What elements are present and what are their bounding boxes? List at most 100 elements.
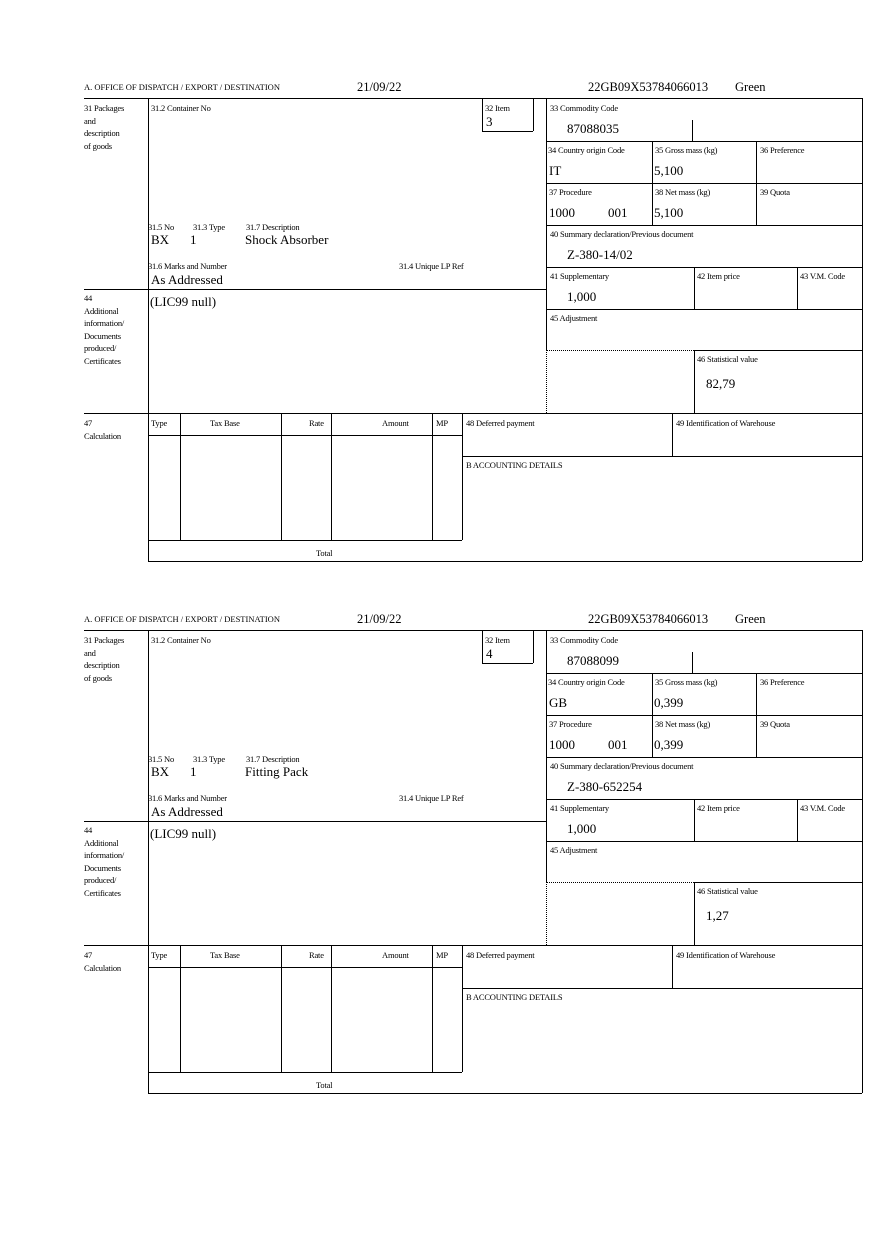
- rule-line: [84, 630, 862, 631]
- gross-mass-value: 0,399: [654, 695, 684, 710]
- rule-line: [281, 413, 282, 540]
- marks-value: As Addressed: [151, 272, 223, 287]
- rule-line: [694, 350, 862, 351]
- additional-info-label: Documents: [84, 862, 121, 873]
- rule-line: [281, 945, 282, 1072]
- declaration-reference: 22GB09X53784066013: [588, 80, 709, 94]
- declaration-reference: 22GB09X53784066013: [588, 612, 709, 626]
- preference-label: 36 Preference: [760, 677, 805, 687]
- procedure-additional-value: 001: [608, 205, 628, 220]
- rule-line: [482, 663, 533, 664]
- package-no-label: 31.5 No: [148, 754, 174, 764]
- summary-declaration-label: 40 Summary declaration/Previous document: [550, 229, 694, 239]
- container-no-label: 31.2 Container No: [151, 635, 211, 645]
- statistical-value: 1,27: [706, 908, 729, 923]
- rule-line: [180, 413, 181, 540]
- item-price-label: 42 Item price: [697, 803, 740, 813]
- gross-mass-label: 35 Gross mass (kg): [655, 677, 718, 687]
- rule-line: [482, 98, 483, 131]
- calc-column-header: MP: [436, 950, 448, 960]
- unique-ref-label: 31.4 Unique LP Ref: [399, 261, 464, 271]
- rule-line: [533, 98, 534, 131]
- rule-line: [148, 98, 149, 561]
- additional-info-label: produced/: [84, 875, 117, 885]
- rule-line: [546, 882, 547, 945]
- declaration-item-form-2: A. OFFICE OF DISPATCH / EXPORT / DESTINA…: [0, 532, 882, 1094]
- item-label: 32 Item: [485, 635, 510, 645]
- commodity-value: 87088035: [567, 121, 619, 136]
- gross-mass-label: 35 Gross mass (kg): [655, 145, 718, 155]
- rule-line: [148, 1093, 862, 1094]
- accounting-details-label: B ACCOUNTING DETAILS: [466, 992, 563, 1002]
- preference-label: 36 Preference: [760, 145, 805, 155]
- additional-info-label: information/: [84, 850, 125, 860]
- item-price-label: 42 Item price: [697, 271, 740, 281]
- calc-column-header: Rate: [309, 418, 324, 428]
- rule-line: [148, 435, 462, 436]
- additional-info-value: (LIC99 null): [150, 826, 217, 841]
- marks-label: 31.6 Marks and Number: [148, 793, 227, 803]
- net-mass-value: 0,399: [654, 737, 684, 752]
- rule-line: [482, 131, 533, 132]
- summary-declaration-value: Z-380-14/02: [567, 247, 633, 262]
- deferred-payment-label: 48 Deferred payment: [466, 950, 535, 960]
- rule-line: [694, 882, 862, 883]
- rule-line: [862, 630, 863, 1093]
- packages-label: 31 Packages: [84, 635, 125, 645]
- packages-label: 31 Packages: [84, 103, 125, 113]
- statistical-value: 82,79: [706, 376, 736, 391]
- rule-line: [546, 309, 862, 310]
- procedure-label: 37 Procedure: [549, 719, 592, 729]
- additional-info-label: information/: [84, 318, 125, 328]
- net-mass-label: 38 Net mass (kg): [655, 187, 711, 197]
- summary-declaration-value: Z-380-652254: [567, 779, 643, 794]
- rule-line: [692, 652, 693, 673]
- rule-line: [546, 350, 694, 351]
- rule-line: [331, 413, 332, 540]
- supplementary-value: 1,000: [567, 289, 597, 304]
- additional-info-label: Additional: [84, 305, 119, 316]
- item-number: 3: [486, 114, 493, 129]
- rule-line: [692, 120, 693, 141]
- net-mass-label: 38 Net mass (kg): [655, 719, 711, 729]
- description-value: Fitting Pack: [245, 764, 309, 779]
- origin-label: 34 Country origin Code: [548, 677, 625, 687]
- rule-line: [546, 715, 862, 716]
- rule-line: [546, 799, 862, 800]
- rule-line: [482, 630, 483, 663]
- statistical-value-label: 46 Statistical value: [697, 354, 758, 364]
- rule-line: [546, 141, 862, 142]
- rule-line: [756, 673, 757, 757]
- adjustment-label: 45 Adjustment: [550, 313, 598, 323]
- gross-mass-value: 5,100: [654, 163, 684, 178]
- additional-info-label: Documents: [84, 330, 121, 341]
- quota-label: 39 Quota: [760, 187, 790, 197]
- additional-info-label: Certificates: [84, 355, 121, 366]
- additional-info-label: produced/: [84, 343, 117, 353]
- office-label: A. OFFICE OF DISPATCH / EXPORT / DESTINA…: [84, 82, 280, 92]
- rule-line: [331, 945, 332, 1072]
- rule-line: [148, 630, 149, 1093]
- origin-value: IT: [549, 163, 562, 178]
- rule-line: [546, 673, 862, 674]
- rule-line: [148, 561, 862, 562]
- rule-line: [546, 225, 862, 226]
- calculation-label: Calculation: [84, 962, 121, 973]
- declaration-item-form-1: A. OFFICE OF DISPATCH / EXPORT / DESTINA…: [0, 0, 882, 562]
- rule-line: [546, 350, 547, 413]
- procedure-value: 1000: [549, 205, 575, 220]
- calc-column-header: Amount: [382, 418, 409, 428]
- route-status: Green: [735, 80, 766, 94]
- calculation-label: 47: [84, 950, 93, 960]
- commodity-value: 87088099: [567, 653, 619, 668]
- calc-column-header: Rate: [309, 950, 324, 960]
- rule-line: [756, 141, 757, 225]
- office-label: A. OFFICE OF DISPATCH / EXPORT / DESTINA…: [84, 614, 280, 624]
- rule-line: [546, 267, 862, 268]
- packages-label: of goods: [84, 672, 112, 683]
- packages-label: of goods: [84, 140, 112, 151]
- item-number: 4: [486, 646, 493, 661]
- total-label: Total: [316, 548, 333, 558]
- additional-info-label: 44: [84, 293, 93, 303]
- procedure-value: 1000: [549, 737, 575, 752]
